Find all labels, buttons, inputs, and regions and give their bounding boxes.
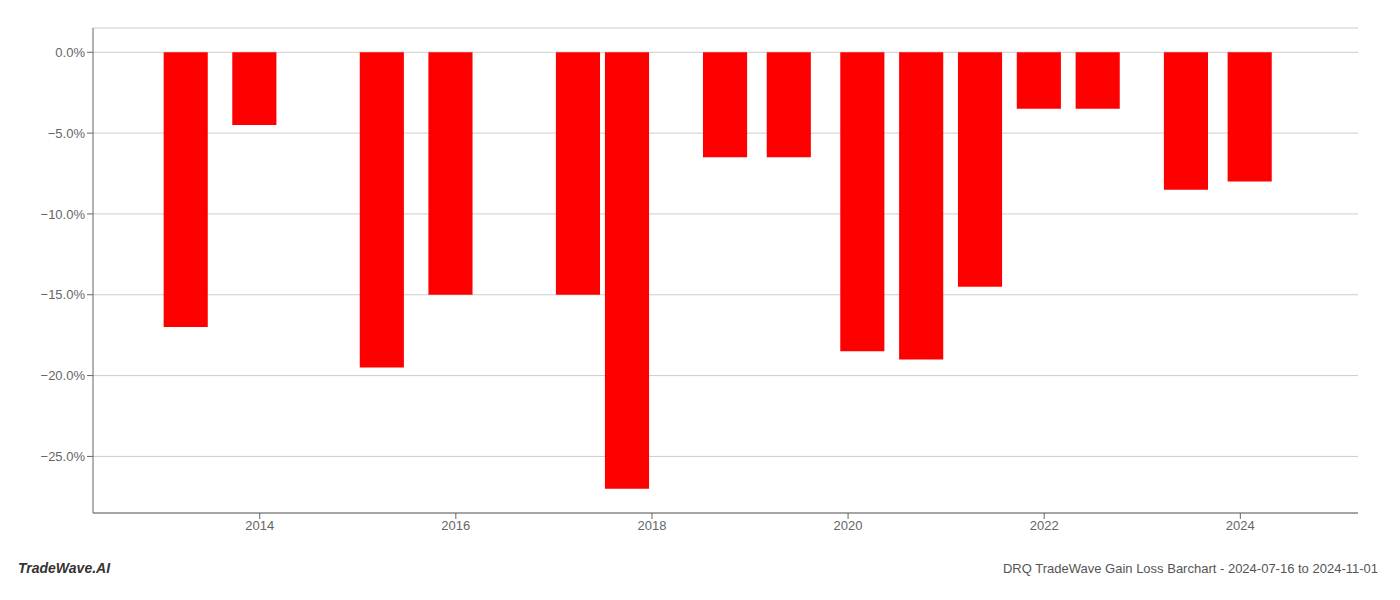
- svg-text:2024: 2024: [1226, 518, 1255, 533]
- svg-text:−25.0%: −25.0%: [41, 449, 86, 464]
- svg-text:−20.0%: −20.0%: [41, 368, 86, 383]
- svg-text:0.0%: 0.0%: [55, 45, 85, 60]
- svg-text:−10.0%: −10.0%: [41, 207, 86, 222]
- svg-text:2014: 2014: [245, 518, 274, 533]
- svg-text:2016: 2016: [441, 518, 470, 533]
- svg-text:2018: 2018: [637, 518, 666, 533]
- html-text:TradeWave.AI: TradeWave.AI: [18, 560, 111, 576]
- svg-text:−15.0%: −15.0%: [41, 287, 86, 302]
- svg-text:2022: 2022: [1030, 518, 1059, 533]
- html-text:DRQ TradeWave Gain Loss Barcha: DRQ TradeWave Gain Loss Barchart - 2024-…: [1003, 560, 1378, 576]
- svg-text:2020: 2020: [834, 518, 863, 533]
- svg-text:−5.0%: −5.0%: [48, 126, 86, 141]
